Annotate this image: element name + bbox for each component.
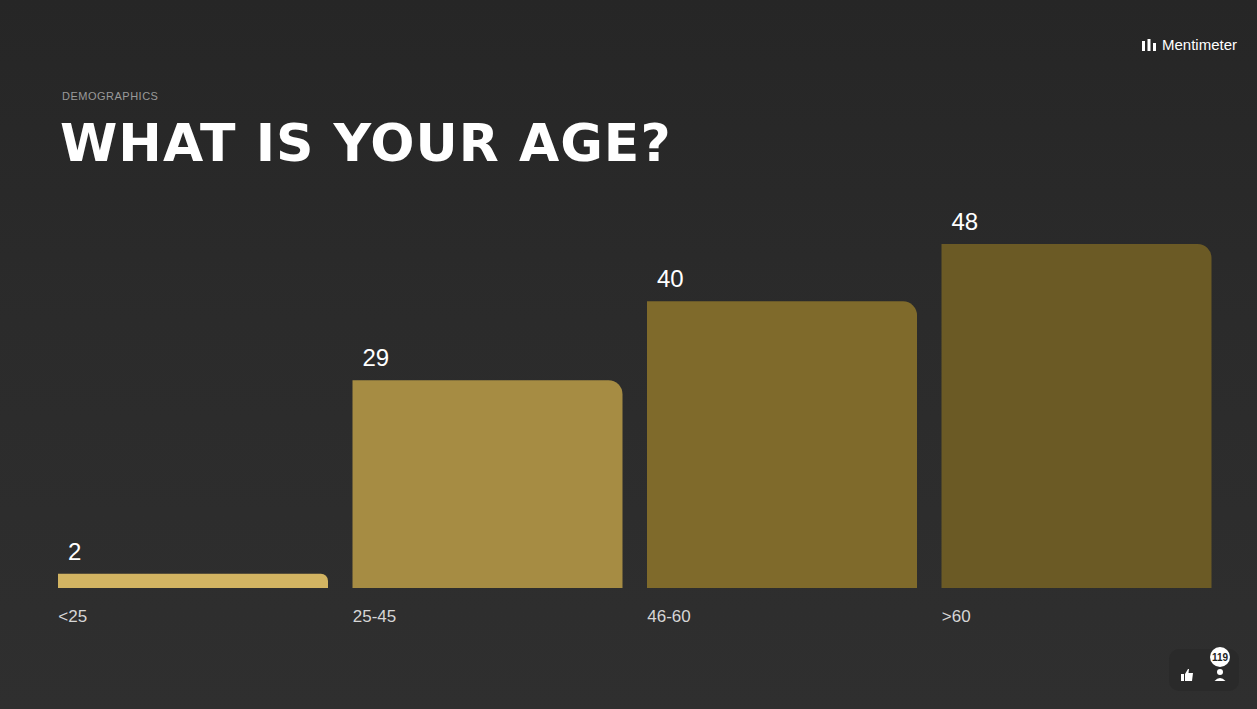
svg-text:48: 48 bbox=[952, 208, 979, 235]
svg-text:46-60: 46-60 bbox=[647, 607, 690, 626]
html-text:DEMOGRAPHICS: DEMOGRAPHICS bbox=[62, 90, 159, 102]
html-text:WHAT IS YOUR AGE?: WHAT IS YOUR AGE? bbox=[60, 113, 672, 173]
svg-text:>60: >60 bbox=[942, 607, 971, 626]
html-text:Mentimeter: Mentimeter bbox=[1162, 36, 1237, 53]
svg-text:25-45: 25-45 bbox=[353, 607, 396, 626]
svg-text:2: 2 bbox=[68, 538, 81, 565]
svg-text:29: 29 bbox=[363, 344, 390, 371]
svg-text:40: 40 bbox=[657, 265, 684, 292]
svg-text:119: 119 bbox=[1212, 652, 1229, 663]
svg-text:<25: <25 bbox=[58, 607, 87, 626]
